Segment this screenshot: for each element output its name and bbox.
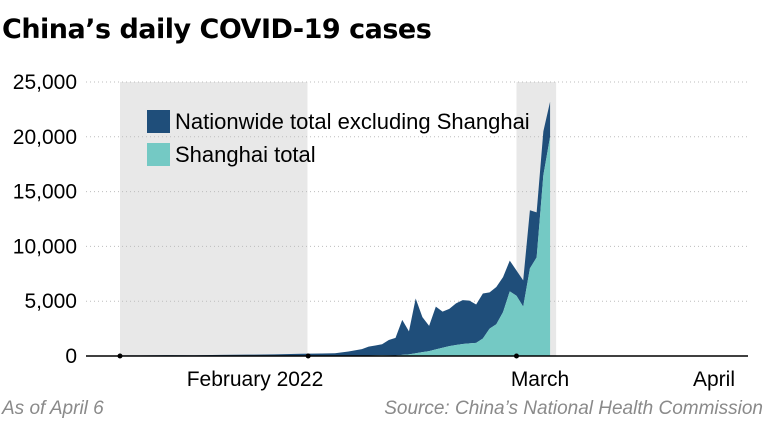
legend: Nationwide total excluding Shanghai Shang… bbox=[147, 109, 530, 167]
y-tick-label: 5,000 bbox=[24, 290, 77, 313]
y-axis-ticks: 0 5,000 10,000 15,000 20,000 25,000 bbox=[13, 71, 77, 368]
x-tick-mark bbox=[305, 353, 311, 359]
as-of-note: As of April 6 bbox=[2, 398, 104, 419]
legend-label-1: Nationwide total excluding Shanghai bbox=[175, 109, 530, 134]
x-axis-ticks: February 2022 March April bbox=[117, 353, 735, 391]
x-tick-mark bbox=[513, 353, 519, 359]
y-tick-label: 15,000 bbox=[13, 181, 77, 204]
legend-label-2: Shanghai total bbox=[175, 142, 316, 167]
legend-swatch-2 bbox=[147, 143, 170, 166]
x-tick-label: April bbox=[693, 368, 735, 391]
area-series bbox=[120, 101, 551, 356]
legend-swatch-1 bbox=[147, 110, 170, 133]
y-tick-label: 20,000 bbox=[13, 126, 77, 149]
source-note: Source: China’s National Health Commissi… bbox=[384, 398, 763, 419]
x-tick-label: March bbox=[511, 368, 569, 391]
y-tick-label: 25,000 bbox=[13, 71, 77, 94]
y-tick-label: 10,000 bbox=[13, 235, 77, 258]
chart-title: China’s daily COVID-19 cases bbox=[2, 14, 432, 45]
y-tick-label: 0 bbox=[65, 345, 77, 368]
x-tick-label: February 2022 bbox=[187, 368, 324, 391]
x-tick-mark bbox=[117, 353, 123, 359]
series-shanghai bbox=[120, 136, 551, 356]
